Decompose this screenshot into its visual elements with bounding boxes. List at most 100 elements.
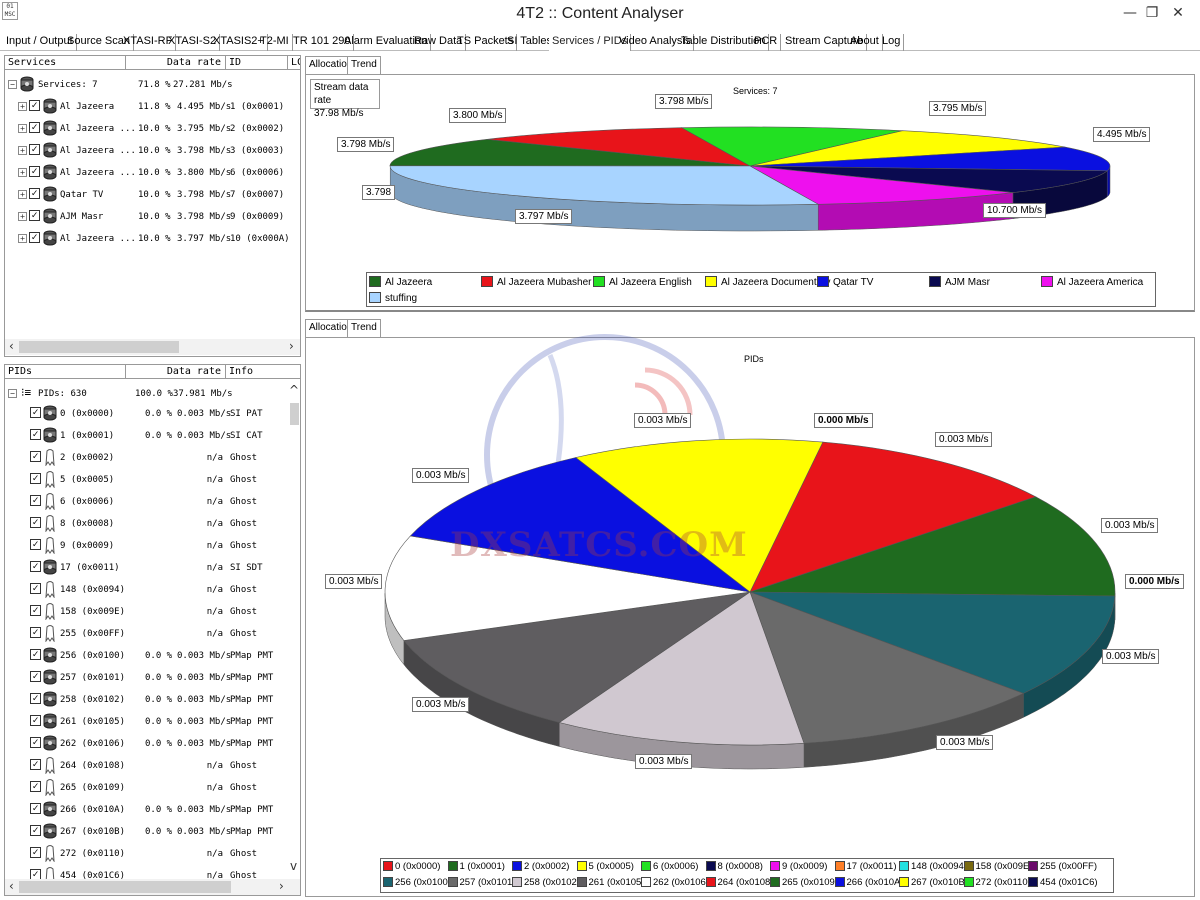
- expand-toggle[interactable]: +: [18, 146, 27, 155]
- pid-row[interactable]: ✓ 255 (0x00FF) n/a Ghost: [5, 623, 300, 645]
- scroll-down-arrow[interactable]: v: [290, 859, 298, 873]
- tab-pcr[interactable]: PCR: [751, 34, 782, 51]
- pid-checkbox[interactable]: ✓: [30, 605, 41, 616]
- scroll-up-arrow[interactable]: ^: [289, 383, 300, 397]
- expand-toggle[interactable]: +: [18, 234, 27, 243]
- pid-slice-257-0x0101-[interactable]: [749, 591, 1025, 744]
- pid-slice-1-0x0001-[interactable]: [749, 496, 1116, 597]
- close-button[interactable]: ✕: [1172, 5, 1184, 21]
- tab-services-pids[interactable]: Services / PIDs: [549, 34, 632, 51]
- pid-slice-258-0x0102-[interactable]: [558, 591, 805, 746]
- expand-toggle[interactable]: +: [18, 190, 27, 199]
- service-row[interactable]: + ✓ Qatar TV 10.0 % 3.798 Mb/s 7 (0x0007): [5, 184, 300, 206]
- maximize-button[interactable]: ❐: [1145, 5, 1159, 21]
- pid-checkbox[interactable]: ✓: [30, 473, 41, 484]
- pid-slice-256-0x0100-[interactable]: [749, 591, 1116, 694]
- pid-checkbox[interactable]: ✓: [30, 583, 41, 594]
- col-header-services[interactable]: Services: [5, 56, 126, 70]
- pid-checkbox[interactable]: ✓: [30, 715, 41, 726]
- pid-slice-0-0x0000-[interactable]: [749, 441, 1037, 593]
- service-slice-al-jazeera-english[interactable]: [680, 126, 903, 167]
- tab-t2-mi[interactable]: T2-MI: [257, 34, 293, 51]
- tab-xtasi-s2[interactable]: XTASI-S2: [165, 34, 221, 51]
- pid-checkbox[interactable]: ✓: [30, 451, 41, 462]
- tab-tr-101-290[interactable]: TR 101 290: [290, 34, 355, 51]
- services-hscrollbar[interactable]: ‹ ›: [5, 339, 300, 355]
- pid-row[interactable]: ✓ 261 (0x0105) 0.0 % 0.003 Mb/s PMap PMT: [5, 711, 300, 733]
- tab-log[interactable]: Log: [879, 34, 905, 51]
- pid-slice-267-0x010b-[interactable]: [575, 438, 824, 593]
- service-checkbox[interactable]: ✓: [29, 100, 40, 111]
- service-row[interactable]: + ✓ Al Jazeera ... 10.0 % 3.798 Mb/s 3 (0x000…: [5, 140, 300, 162]
- tab-trend[interactable]: Trend: [347, 319, 381, 337]
- pid-checkbox[interactable]: ✓: [30, 495, 41, 506]
- pid-checkbox[interactable]: ✓: [30, 561, 41, 572]
- pid-row[interactable]: ✓ 17 (0x0011) n/a SI SDT: [5, 557, 300, 579]
- pid-row[interactable]: ✓ 272 (0x0110) n/a Ghost: [5, 843, 300, 865]
- service-slice-ajm-masr[interactable]: [749, 165, 1108, 193]
- tab-alarm-evaluation[interactable]: Alarm Evaluation: [341, 34, 432, 51]
- pid-row[interactable]: ✓ 148 (0x0094) n/a Ghost: [5, 579, 300, 601]
- col-header-info[interactable]: Info: [226, 365, 300, 379]
- service-checkbox[interactable]: ✓: [29, 122, 40, 133]
- pid-slice-262-0x0106-[interactable]: [384, 535, 751, 641]
- pid-checkbox[interactable]: ✓: [30, 627, 41, 638]
- tab-xtasi-rf[interactable]: XTASI-RF: [120, 34, 177, 51]
- collapse-toggle[interactable]: −: [8, 80, 17, 89]
- service-row[interactable]: + ✓ Al Jazeera ... 10.0 % 3.795 Mb/s 2 (0x000…: [5, 118, 300, 140]
- pid-checkbox[interactable]: ✓: [30, 803, 41, 814]
- tab-xtasis2-[interactable]: XTASIS2+: [210, 34, 268, 51]
- tab-about[interactable]: About: [847, 34, 883, 51]
- service-checkbox[interactable]: ✓: [29, 232, 40, 243]
- pid-row[interactable]: ✓ 0 (0x0000) 0.0 % 0.003 Mb/s SI PAT: [5, 403, 300, 425]
- pid-slice-266-0x010a-[interactable]: [409, 457, 751, 593]
- pid-row[interactable]: ✓ 258 (0x0102) 0.0 % 0.003 Mb/s PMap PMT: [5, 689, 300, 711]
- scroll-thumb[interactable]: [19, 881, 231, 893]
- vscroll-thumb[interactable]: [290, 403, 299, 425]
- pid-row[interactable]: ✓ 8 (0x0008) n/a Ghost: [5, 513, 300, 535]
- service-checkbox[interactable]: ✓: [29, 188, 40, 199]
- scroll-thumb[interactable]: [19, 341, 179, 353]
- pid-checkbox[interactable]: ✓: [30, 759, 41, 770]
- pid-checkbox[interactable]: ✓: [30, 671, 41, 682]
- pid-checkbox[interactable]: ✓: [30, 737, 41, 748]
- service-checkbox[interactable]: ✓: [29, 210, 40, 221]
- col-header-lc[interactable]: LC: [288, 56, 300, 70]
- pid-row[interactable]: ✓ 5 (0x0005) n/a Ghost: [5, 469, 300, 491]
- pid-slice-261-0x0105-[interactable]: [403, 591, 751, 723]
- scroll-left-arrow[interactable]: ‹: [9, 339, 14, 353]
- service-slice-al-jazeera-documentary[interactable]: [749, 130, 1066, 167]
- tab-stream-capture[interactable]: Stream Capture: [782, 34, 867, 51]
- tab-video-analysis[interactable]: Video Analysis: [616, 34, 695, 51]
- tab-raw-data[interactable]: Raw Data: [411, 34, 467, 51]
- pid-checkbox[interactable]: ✓: [30, 847, 41, 858]
- scroll-right-arrow[interactable]: ›: [279, 879, 284, 893]
- services-root-row[interactable]: − Services: 7 71.8 % 27.281 Mb/s: [5, 74, 300, 96]
- expand-toggle[interactable]: +: [18, 212, 27, 221]
- service-checkbox[interactable]: ✓: [29, 166, 40, 177]
- tab-input-output[interactable]: Input / Output: [3, 34, 77, 51]
- pid-checkbox[interactable]: ✓: [30, 825, 41, 836]
- service-row[interactable]: + ✓ Al Jazeera ... 10.0 % 3.797 Mb/s 10 (0x00…: [5, 228, 300, 250]
- pid-checkbox[interactable]: ✓: [30, 693, 41, 704]
- tab-trend[interactable]: Trend: [347, 56, 381, 74]
- pid-checkbox[interactable]: ✓: [30, 407, 41, 418]
- tab-ts-packets[interactable]: TS Packets: [454, 34, 518, 51]
- col-header-id[interactable]: ID: [226, 56, 288, 70]
- col-header-data-rate[interactable]: Data rate: [126, 365, 226, 379]
- pid-row[interactable]: ✓ 1 (0x0001) 0.0 % 0.003 Mb/s SI CAT: [5, 425, 300, 447]
- collapse-toggle[interactable]: −: [8, 389, 17, 398]
- service-row[interactable]: + ✓ Al Jazeera 11.8 % 4.495 Mb/s 1 (0x0001): [5, 96, 300, 118]
- service-slice-al-jazeera-mubasher[interactable]: [487, 127, 751, 167]
- pid-row[interactable]: ✓ 264 (0x0108) n/a Ghost: [5, 755, 300, 777]
- pid-row[interactable]: ✓ 257 (0x0101) 0.0 % 0.003 Mb/s PMap PMT: [5, 667, 300, 689]
- minimize-button[interactable]: —: [1123, 5, 1137, 21]
- col-header-pids[interactable]: PIDs: [5, 365, 126, 379]
- pid-checkbox[interactable]: ✓: [30, 781, 41, 792]
- pid-row[interactable]: ✓ 2 (0x0002) n/a Ghost: [5, 447, 300, 469]
- pid-row[interactable]: ✓ 265 (0x0109) n/a Ghost: [5, 777, 300, 799]
- service-checkbox[interactable]: ✓: [29, 144, 40, 155]
- pid-checkbox[interactable]: ✓: [30, 517, 41, 528]
- tab-table-distribution[interactable]: Table Distribution: [678, 34, 770, 51]
- pid-row[interactable]: ✓ 6 (0x0006) n/a Ghost: [5, 491, 300, 513]
